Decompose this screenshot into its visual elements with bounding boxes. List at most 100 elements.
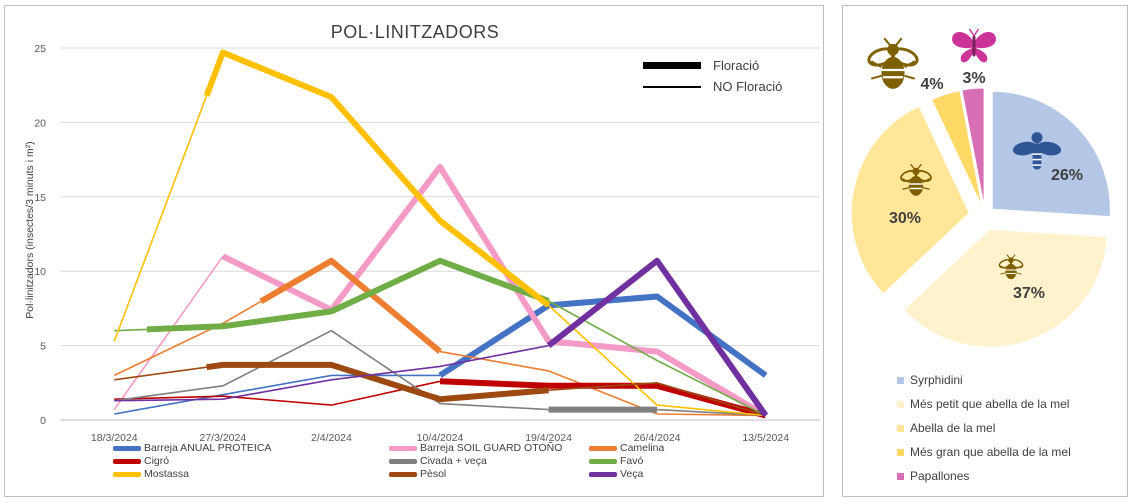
series-line-no-flowering — [548, 381, 766, 417]
x-tick-label: 2/4/2024 — [311, 432, 352, 444]
series-line-flowering — [221, 164, 768, 419]
series-camelina — [113, 257, 766, 417]
series-line-no-flowering — [114, 366, 207, 381]
series-line-no-flowering — [114, 329, 549, 411]
y-tick-label: 20 — [34, 117, 46, 129]
legend-swatch — [113, 471, 141, 477]
series-line-no-flowering — [114, 344, 549, 402]
series-line-flowering — [206, 361, 549, 403]
legend-label: Pèsol — [420, 468, 447, 480]
no-flowering-swatch — [643, 85, 701, 88]
pie-data-label: 37% — [1013, 285, 1045, 302]
y-tick-label: 15 — [34, 192, 46, 204]
pie-legend-label: Més gran que abella de la mel — [910, 445, 1071, 459]
x-tick-label: 13/5/2024 — [742, 432, 789, 444]
pie-legend-swatch — [897, 424, 904, 432]
pie-chart-panel: 26% 37% 30% 4% 3% Syrphidini Més petit que ab… — [842, 5, 1128, 497]
pie-legend-label: Abella de la mel — [910, 421, 996, 435]
series-line-flowering — [438, 293, 768, 378]
pie-legend-label: Syrphidini — [910, 373, 963, 387]
legend-label: Camelina — [620, 442, 665, 454]
series-favo — [114, 257, 767, 417]
legend-swatch — [389, 471, 417, 477]
pie-legend-item-papallones: Papallones — [897, 469, 969, 483]
legend-label: Civada + veça — [420, 455, 487, 467]
y-tick-label: 25 — [34, 43, 46, 55]
series-line-no-flowering — [114, 374, 440, 415]
x-tick-label: 19/4/2024 — [525, 432, 572, 444]
legend-swatch — [113, 458, 141, 464]
pie-legend-label: Més petit que abella de la mel — [910, 397, 1070, 411]
pie-legend-item-abella-de-la-mel: Abella de la mel — [897, 421, 995, 435]
legend-item-barreja-anual-proteica: Barreja ANUAL PROTEICA — [113, 442, 271, 454]
flowering-label: Floració — [713, 58, 760, 73]
series-line-no-flowering — [113, 255, 224, 411]
x-tick-label: 18/3/2024 — [91, 432, 138, 444]
legend-item-civada-veca: Civada + veça — [389, 455, 487, 467]
legend-item-cigro: Cigró — [113, 455, 169, 467]
pie-legend-swatch — [897, 376, 904, 384]
series-line-no-flowering — [114, 380, 441, 406]
no-flowering-label: NO Floració — [713, 79, 783, 94]
series-line-flowering — [546, 257, 769, 418]
pie-legend-item-mes-petit-que-abella-de-la-mel: Més petit que abella de la mel — [897, 397, 1069, 411]
series-line-flowering — [146, 257, 550, 333]
legend-item-barreja-soil-guard-otono: Barreja SOIL GUARD OTOÑO — [389, 442, 562, 454]
legend-item-pesol: Pèsol — [389, 468, 446, 480]
legend-label: Mostassa — [144, 468, 189, 480]
honeybee-icon — [900, 163, 932, 196]
legend-label: Favó — [620, 455, 644, 467]
series-barreja-soil-guard-otono — [113, 164, 768, 419]
series-line-flowering — [203, 49, 551, 308]
legend-item-mostassa: Mostassa — [113, 468, 189, 480]
x-tick-label: 26/4/2024 — [634, 432, 681, 444]
legend-item-veca: Veça — [589, 468, 643, 480]
pie-legend-swatch — [897, 400, 904, 408]
pie-legend-item-syrphidini: Syrphidini — [897, 373, 963, 387]
legend-label: Barreja SOIL GUARD OTOÑO — [420, 442, 563, 454]
pie-data-label: 3% — [962, 70, 985, 87]
series-line-no-flowering — [114, 328, 147, 332]
series-line-no-flowering — [113, 95, 208, 342]
chart-title: POL·LINITZADORS — [330, 22, 500, 42]
pie-data-label: 26% — [1051, 167, 1083, 184]
pie-slice-abella-de-la-mel — [850, 105, 970, 295]
pie-chart: 26% 37% 30% 4% 3% — [850, 28, 1111, 348]
pie-legend-item-mes-gran-que-abella-de-la-mel: Més gran que abella de la mel — [897, 445, 1071, 459]
y-tick-label: 5 — [40, 341, 46, 353]
y-tick-label: 10 — [34, 266, 46, 278]
pie-legend-swatch — [897, 472, 904, 480]
line-chart-panel: 0 5 10 15 20 25 18/3/2024 27/3/2024 2/4/2024 10/4… — [4, 5, 824, 497]
pie-slice-papallones — [961, 87, 985, 207]
legend-label: Cigró — [144, 455, 170, 467]
legend-item-favo: Favó — [589, 455, 643, 467]
y-tick-label: 0 — [40, 415, 46, 427]
small-bee-icon — [998, 254, 1024, 280]
legend-swatch — [589, 471, 617, 477]
legend-label: Veça — [620, 468, 644, 480]
pie-legend-label: Papallones — [910, 469, 970, 483]
series-line-flowering — [259, 257, 442, 354]
pie-legend-swatch — [897, 448, 904, 456]
pie-slice-mes-gran-que-abella-de-la-mel — [931, 90, 983, 207]
butterfly-icon — [952, 28, 996, 63]
legend-swatch — [389, 458, 417, 464]
series-veca — [114, 257, 769, 418]
series-mostassa — [113, 49, 766, 417]
x-tick-label: 10/4/2024 — [417, 432, 464, 444]
legend-swatch — [389, 445, 417, 451]
x-tick-label: 27/3/2024 — [199, 432, 246, 444]
legend-swatch — [589, 445, 617, 451]
series-line-no-flowering — [439, 350, 766, 417]
no-flowering-legend: NO Floració — [643, 79, 782, 94]
flowering-swatch — [643, 62, 701, 69]
pie-data-label: 4% — [920, 76, 943, 93]
legend-item-camelina: Camelina — [589, 442, 664, 454]
flowering-legend: Floració — [643, 58, 759, 73]
y-axis-title: Pol·linitzadors (insectes/3 minuts i m²) — [24, 141, 36, 319]
bumblebee-icon — [867, 37, 919, 89]
series-pesol — [114, 361, 766, 417]
legend-swatch — [589, 458, 617, 464]
series-line-no-flowering — [548, 304, 766, 417]
legend-label: Barreja ANUAL PROTEICA — [144, 442, 272, 454]
